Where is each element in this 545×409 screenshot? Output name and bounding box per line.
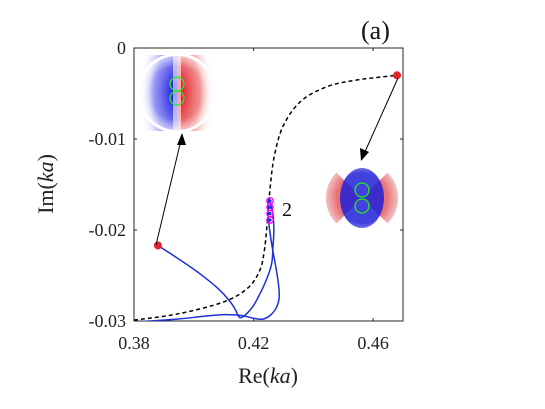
y-ticks bbox=[134, 47, 403, 322]
x-tick-label: 0.38 bbox=[118, 333, 150, 353]
y-tick-label: 0 bbox=[117, 38, 126, 58]
loop-marker-center bbox=[268, 218, 272, 222]
y-axis-label: Im(ka) bbox=[33, 154, 58, 214]
mode-field-inset-left bbox=[139, 55, 215, 131]
y-tick-label: -0.03 bbox=[89, 311, 127, 331]
mode-field-inset-right bbox=[326, 162, 398, 234]
ring-top bbox=[354, 182, 370, 198]
panel-label: (a) bbox=[361, 16, 390, 45]
y-tick-label: -0.02 bbox=[89, 220, 127, 240]
x-tick-label: 0.46 bbox=[357, 333, 389, 353]
loop-annotation: 2 bbox=[282, 199, 292, 221]
ring-bottom bbox=[354, 198, 370, 214]
series-line-blue bbox=[136, 198, 281, 321]
loop-marker bbox=[266, 216, 274, 224]
y-tick-label: -0.01 bbox=[89, 129, 127, 149]
arrow-to-right-inset bbox=[360, 77, 399, 161]
arrow-to-left-inset bbox=[155, 133, 186, 246]
inset-left-mask bbox=[137, 53, 217, 133]
loop-marker-center bbox=[268, 212, 272, 216]
endpoint-marker bbox=[153, 241, 162, 250]
endpoint-marker bbox=[393, 71, 402, 80]
ring-bottom bbox=[169, 90, 185, 106]
loop-marker-center bbox=[268, 199, 272, 203]
plot-area bbox=[133, 47, 404, 322]
x-axis-label: Re(ka) bbox=[238, 363, 298, 388]
loop-marker-center bbox=[268, 205, 272, 209]
loop-markers bbox=[266, 197, 274, 224]
x-tick-label: 0.42 bbox=[238, 333, 270, 353]
